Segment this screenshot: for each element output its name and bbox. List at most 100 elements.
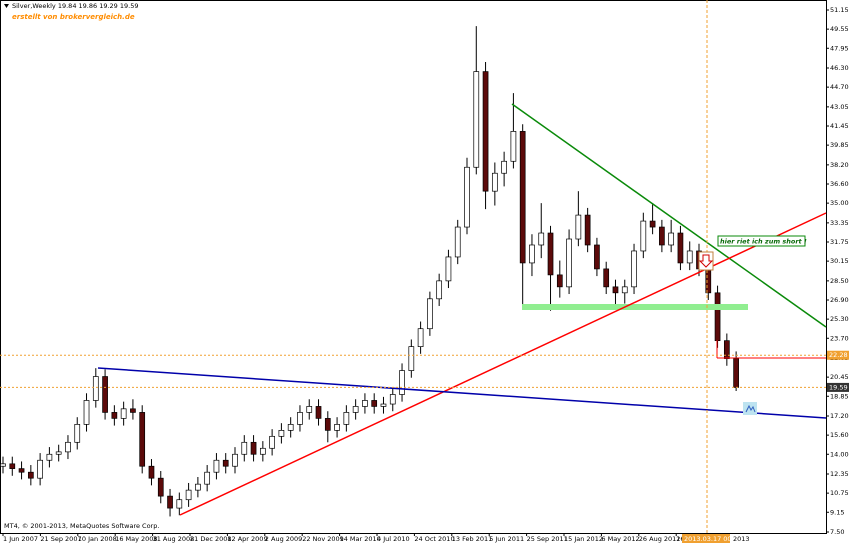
x-tick-label: 25 Sep 2011	[527, 535, 568, 543]
candle-body	[65, 441, 71, 453]
candle-body	[733, 358, 739, 388]
candle-body	[157, 477, 164, 497]
candle-body	[185, 489, 192, 501]
candle-body	[538, 232, 545, 246]
x-tick-label: 22 Nov 2009	[302, 535, 344, 543]
candle-body	[510, 131, 517, 162]
candle-body	[46, 453, 53, 461]
y-tick-label: 14.00	[830, 450, 849, 458]
candle-body	[482, 71, 489, 192]
candle-body	[315, 406, 322, 419]
candle-body	[362, 400, 368, 407]
candle-body	[640, 220, 647, 252]
x-tick-label: 4 Jul 2010	[377, 535, 410, 543]
price-label: 22.28	[829, 351, 848, 359]
candle-body	[677, 232, 684, 264]
y-tick-label: 51.15	[830, 6, 849, 14]
candle-body	[250, 441, 257, 455]
y-tick-label: 25.30	[830, 315, 849, 323]
chart-title: Silver,Weekly 19.84 19.86 19.29 19.59	[12, 2, 138, 10]
y-tick-label: 26.90	[830, 296, 849, 304]
candle-body	[269, 435, 275, 449]
candle-body	[102, 376, 108, 413]
candle-body	[417, 328, 424, 347]
price-label-box	[827, 382, 849, 392]
y-tick-label: 15.60	[830, 431, 849, 439]
y-tick-label: 33.35	[830, 219, 849, 227]
candle-body	[371, 400, 378, 407]
axes: 51.15 49.55 47.95 46.30 44.70 43.05 41.45 39.85…	[0, 6, 849, 543]
candle-body	[306, 406, 313, 413]
candle-body	[473, 71, 480, 168]
candle-body	[324, 418, 331, 431]
menu-icon	[4, 4, 9, 8]
candle-body	[232, 453, 238, 467]
x-tick-label: 31 Aug 2008	[153, 535, 195, 543]
candle-body	[222, 459, 229, 467]
candle-body	[584, 214, 591, 246]
annotation: hier riet ich zum short !	[720, 238, 807, 246]
y-tick-label: 18.85	[830, 392, 849, 400]
candle-body	[111, 412, 118, 419]
x-tick-label: 12 Apr 2009	[227, 535, 267, 543]
candle-body	[0, 463, 6, 467]
x-tick-label: 10 Jan 2008	[78, 535, 117, 543]
candle-body	[55, 451, 62, 455]
candle-body	[352, 406, 359, 413]
candle-body	[167, 495, 173, 509]
annotation-box	[717, 235, 806, 247]
y-tick-label: 23.70	[830, 334, 849, 342]
candle-body	[686, 250, 693, 264]
y-tick-label: 46.30	[830, 64, 849, 72]
candle-body	[176, 499, 183, 509]
x-tick-label: 1 Jun 2007	[3, 535, 38, 543]
candle-body	[83, 400, 90, 425]
candle-body	[9, 463, 16, 469]
candle-body	[204, 471, 211, 485]
candle-body	[37, 459, 43, 479]
candles	[0, 26, 739, 517]
x-tick-label: 2 Aug 2009	[265, 535, 303, 543]
cursor-label: 2013.03.17 00:00	[684, 535, 742, 543]
candle-body	[27, 471, 34, 479]
y-tick-label: 41.45	[830, 122, 849, 130]
candle-body	[659, 226, 665, 246]
x-tick-label: 15 Jan 2012	[564, 535, 603, 543]
candle-body	[92, 376, 99, 401]
candle-body	[408, 346, 415, 371]
y-tick-label: 44.70	[830, 83, 849, 91]
y-tick-label: 17.20	[830, 412, 849, 420]
cursor-label-box	[682, 534, 730, 543]
y-tick-label: 43.05	[830, 103, 849, 111]
candle-body	[566, 238, 572, 288]
x-tick-label: 21 Sep 2007	[40, 535, 81, 543]
price-label-box	[827, 350, 849, 360]
icon	[745, 404, 756, 413]
candle-body	[389, 394, 396, 405]
candle-body	[241, 441, 248, 455]
y-tick-label: 12.35	[830, 470, 849, 478]
candle-body	[556, 274, 563, 288]
y-tick-label: 7.50	[830, 528, 844, 536]
y-tick-label: 10.75	[830, 489, 849, 497]
y-tick-label: 20.45	[830, 373, 849, 381]
x-tick-label: 13 Feb 2011	[452, 535, 492, 543]
candle-body	[278, 430, 285, 437]
candle-body	[501, 160, 507, 174]
arrow-icon	[698, 254, 714, 268]
x-tick-label: 26 Aug 2012	[639, 535, 681, 543]
candle-body	[380, 403, 387, 407]
candle-body	[148, 465, 155, 479]
candle-body	[668, 232, 675, 246]
candle-body	[18, 468, 25, 473]
support-zone	[522, 304, 748, 310]
x-tick-label: 6 May 2012	[601, 535, 639, 543]
y-tick-label: 47.95	[830, 44, 849, 52]
copyright: MT4, © 2001-2013, MetaQuotes Software Co…	[4, 522, 159, 530]
candle-body	[120, 408, 127, 419]
candle-body	[723, 340, 730, 359]
x-tick-label: 16 May 2008	[115, 535, 157, 543]
candle-body	[612, 286, 619, 294]
candle-body	[491, 172, 498, 192]
